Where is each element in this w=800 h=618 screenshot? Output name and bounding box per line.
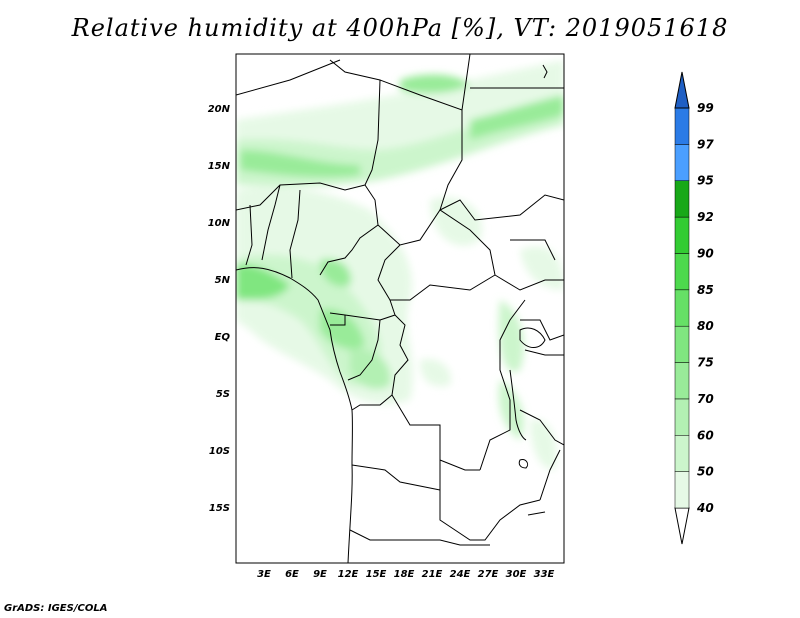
- colorbar-segment: [674, 144, 690, 181]
- lat-label: 15N: [208, 161, 231, 172]
- lat-label: 5S: [216, 389, 230, 400]
- colorbar-segment: [674, 435, 690, 472]
- colorbar-label: 80: [697, 319, 714, 333]
- colorbar-segment: [674, 253, 690, 291]
- colorbar-segment: [674, 216, 690, 254]
- lon-label: 15E: [366, 569, 387, 580]
- country-boundaries: [236, 54, 564, 563]
- lon-label: 21E: [422, 569, 443, 580]
- lon-label: 6E: [285, 569, 299, 580]
- latitude-axis: 20N 15N 10N 5N EQ 5S 10S 15S: [208, 104, 231, 514]
- colorbar-label: 85: [697, 283, 714, 297]
- colorbar-segment: [674, 471, 690, 509]
- colorbar-label: 40: [696, 501, 714, 515]
- colorbar-label: 75: [697, 356, 714, 370]
- lat-label: 10N: [208, 218, 231, 229]
- colorbar-label: 97: [697, 137, 714, 151]
- colorbar-segment: [674, 289, 690, 327]
- lon-label: 3E: [257, 569, 271, 580]
- longitude-axis: 3E 6E 9E 12E 15E 18E 21E 24E 27E 30E 33E: [257, 569, 554, 580]
- colorbar-max-triangle: [674, 71, 690, 109]
- colorbar-segment: [674, 107, 690, 145]
- lon-label: 12E: [338, 569, 359, 580]
- lat-label: EQ: [215, 332, 231, 343]
- colorbar: 40 50 60 70 75 80 85 90 92 95 97 99: [674, 71, 714, 545]
- lon-label: 24E: [450, 569, 471, 580]
- lon-label: 30E: [506, 569, 527, 580]
- colorbar-segment: [674, 362, 690, 400]
- lat-label: 10S: [209, 446, 230, 457]
- lon-label: 33E: [534, 569, 555, 580]
- chart-title: Relative humidity at 400hPa [%], VT: 201…: [71, 14, 729, 42]
- colorbar-segment: [674, 398, 690, 436]
- colorbar-label: 70: [697, 392, 714, 406]
- colorbar-label: 90: [697, 246, 714, 260]
- colorbar-segment: [674, 325, 690, 363]
- lat-label: 15S: [209, 503, 230, 514]
- colorbar-segment: [674, 180, 690, 218]
- lat-label: 5N: [215, 275, 231, 286]
- colorbar-label: 50: [697, 465, 714, 479]
- colorbar-label: 99: [697, 101, 714, 115]
- colorbar-label: 60: [697, 428, 714, 442]
- lon-label: 27E: [478, 569, 499, 580]
- lat-label: 20N: [208, 104, 231, 115]
- colorbar-label: 92: [697, 210, 714, 224]
- lon-label: 9E: [313, 569, 327, 580]
- grads-credit: GrADS: IGES/COLA: [4, 603, 108, 614]
- colorbar-label: 95: [697, 174, 714, 188]
- humidity-shading: [236, 60, 564, 470]
- lon-label: 18E: [394, 569, 415, 580]
- map-frame: [235, 53, 565, 564]
- colorbar-min-triangle: [674, 507, 690, 545]
